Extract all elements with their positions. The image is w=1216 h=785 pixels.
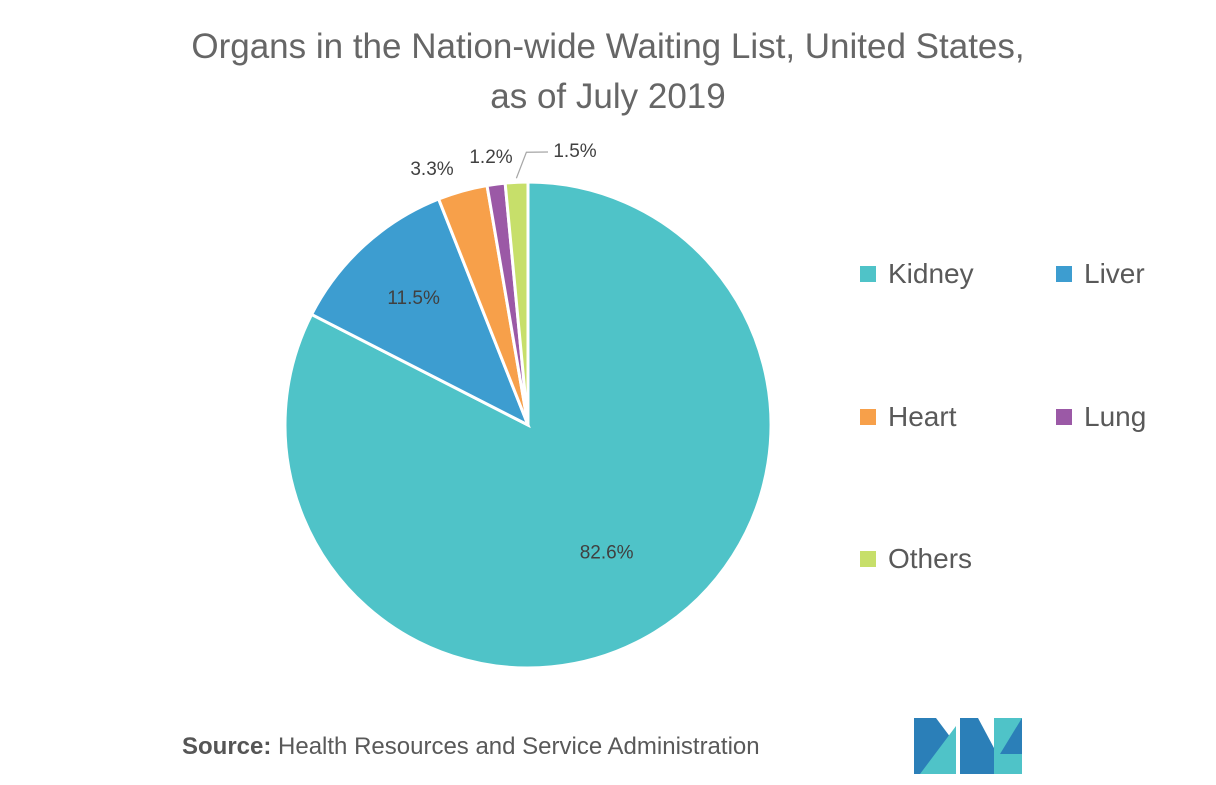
mordor-intelligence-logo-icon xyxy=(914,718,1022,774)
data-label-others: 1.5% xyxy=(553,141,596,162)
data-label-kidney: 82.6% xyxy=(580,543,634,564)
legend-swatch-others xyxy=(860,551,876,567)
source-note: Source: Health Resources and Service Adm… xyxy=(182,733,760,761)
source-text: Health Resources and Service Administrat… xyxy=(271,733,760,760)
leader-line-others xyxy=(515,151,549,179)
pie-slice-others xyxy=(503,180,530,426)
legend-swatch-kidney xyxy=(860,266,876,282)
legend-item-kidney: Kidney xyxy=(860,258,974,290)
data-label-lung: 1.2% xyxy=(469,147,512,168)
legend-item-heart: Heart xyxy=(860,401,956,433)
chart-title-line-1: Organs in the Nation-wide Waiting List, … xyxy=(191,27,1025,66)
data-label-liver: 11.5% xyxy=(387,288,440,309)
legend-swatch-lung xyxy=(1056,409,1072,425)
logo-shape-mid-light xyxy=(920,726,956,774)
legend-label-kidney: Kidney xyxy=(888,258,974,289)
legend-swatch-heart xyxy=(860,409,876,425)
data-label-heart: 3.3% xyxy=(410,159,453,180)
legend-item-liver: Liver xyxy=(1056,258,1145,290)
pie-slice-liver xyxy=(309,197,531,429)
chart-title-line-2: as of July 2019 xyxy=(490,77,726,116)
legend-item-lung: Lung xyxy=(1056,401,1146,433)
legend-item-others: Others xyxy=(860,543,972,575)
logo-shape-mid-dark xyxy=(960,718,994,774)
legend-label-liver: Liver xyxy=(1084,258,1145,289)
legend-label-others: Others xyxy=(888,543,973,574)
source-label: Source: xyxy=(182,733,272,760)
chart-title: Organs in the Nation-wide Waiting List, … xyxy=(0,22,1216,122)
logo-shape-right-light xyxy=(1000,718,1022,754)
legend-swatch-liver xyxy=(1056,266,1072,282)
legend-label-heart: Heart xyxy=(888,401,957,432)
legend-label-lung: Lung xyxy=(1084,401,1147,432)
